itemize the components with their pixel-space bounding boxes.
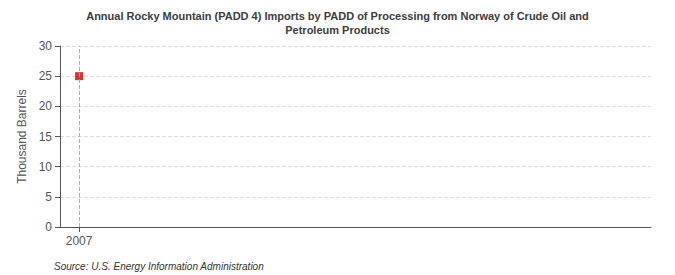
svg-text:5: 5 bbox=[45, 190, 52, 204]
svg-text:30: 30 bbox=[39, 39, 53, 53]
svg-text:Annual Rocky Mountain (PADD 4): Annual Rocky Mountain (PADD 4) Imports b… bbox=[86, 10, 589, 22]
svg-text:25: 25 bbox=[39, 69, 53, 83]
svg-text:0: 0 bbox=[45, 220, 52, 234]
svg-text:Thousand Barrels: Thousand Barrels bbox=[15, 89, 29, 184]
svg-text:2007: 2007 bbox=[66, 234, 93, 248]
svg-text:Petroleum Products: Petroleum Products bbox=[285, 24, 390, 36]
svg-text:15: 15 bbox=[39, 130, 53, 144]
svg-text:20: 20 bbox=[39, 99, 53, 113]
svg-text:10: 10 bbox=[39, 160, 53, 174]
svg-text:Source: U.S. Energy Informatio: Source: U.S. Energy Information Administ… bbox=[54, 261, 264, 272]
